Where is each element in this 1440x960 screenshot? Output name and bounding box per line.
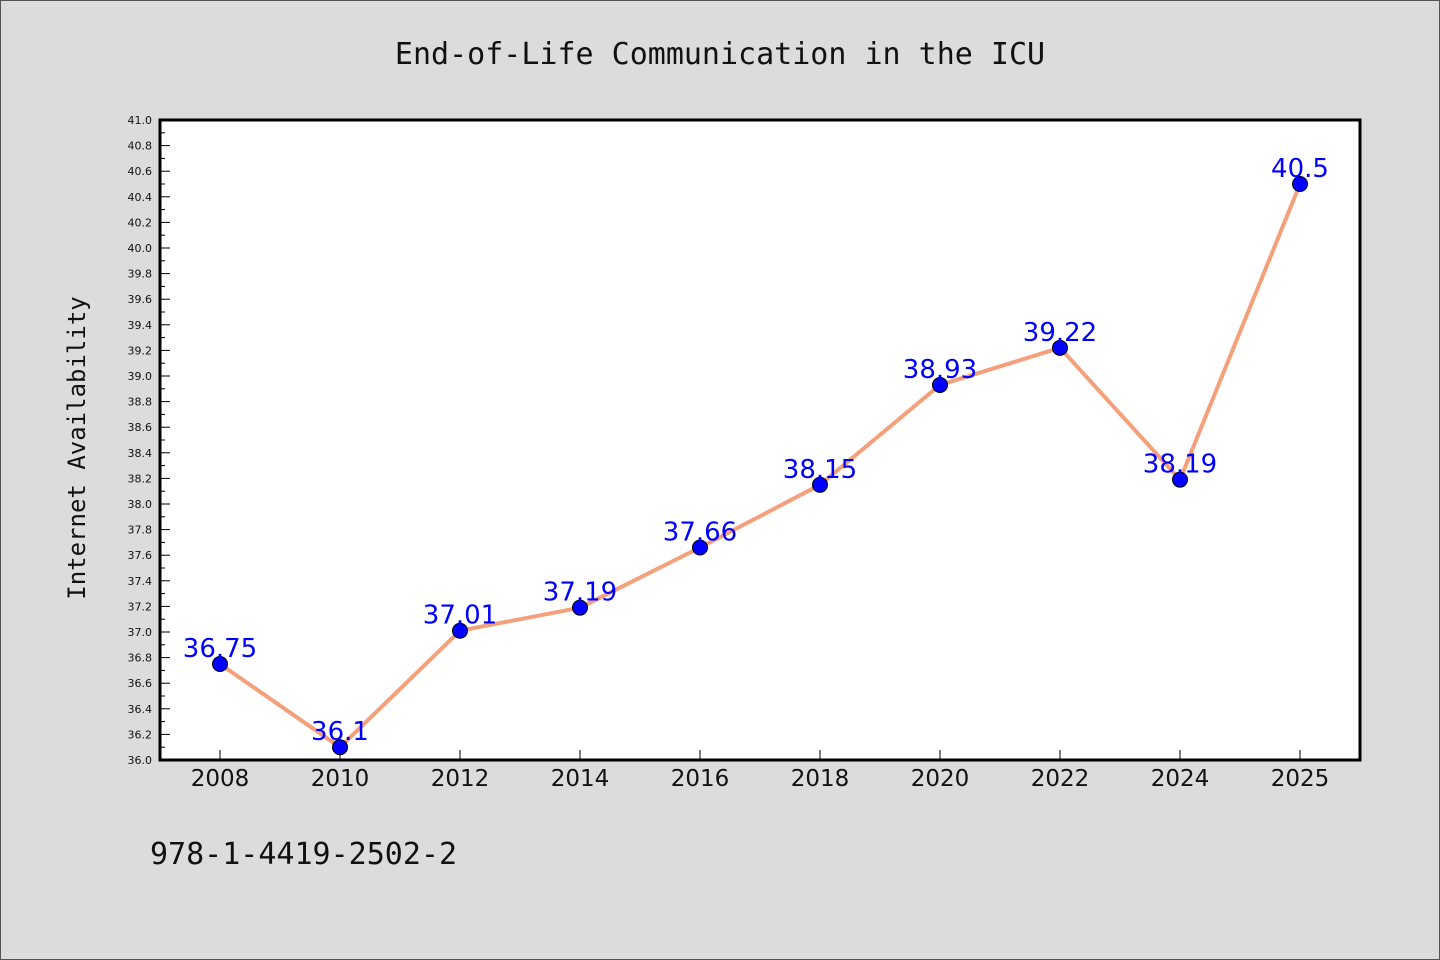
y-tick-label: 37.4 — [128, 575, 153, 588]
data-label: 38.93 — [903, 355, 977, 385]
y-tick-label: 40.6 — [128, 165, 153, 178]
data-point — [1052, 339, 1068, 356]
data-point — [452, 622, 468, 639]
x-tick-label: 2014 — [551, 766, 610, 792]
y-tick-label: 36.4 — [128, 703, 153, 716]
y-tick-label: 36.0 — [128, 754, 153, 767]
y-tick-label: 36.8 — [128, 652, 153, 665]
y-tick-label: 38.8 — [128, 396, 153, 409]
y-tick-label: 40.4 — [128, 191, 153, 204]
x-tick-label: 2008 — [191, 766, 250, 792]
data-label: 38.19 — [1143, 450, 1217, 480]
data-point — [572, 599, 588, 616]
data-point — [812, 476, 828, 493]
data-point — [332, 739, 348, 756]
chart-title: End-of-Life Communication in the ICU — [395, 37, 1045, 72]
data-label: 40.5 — [1271, 154, 1329, 184]
y-tick-label: 36.2 — [128, 728, 153, 741]
y-tick-label: 38.0 — [128, 498, 153, 511]
x-tick-label: 2022 — [1031, 766, 1090, 792]
y-tick-label: 39.4 — [128, 319, 153, 332]
series-layer — [212, 176, 1308, 756]
y-tick-label: 40.0 — [128, 242, 153, 255]
data-label: 38.15 — [783, 455, 857, 485]
y-tick-label: 40.8 — [128, 140, 153, 153]
plot-area — [158, 118, 1362, 762]
data-label: 37.66 — [663, 518, 737, 548]
data-point — [932, 376, 948, 393]
data-label: 36.1 — [311, 717, 369, 747]
data-point — [1172, 471, 1188, 488]
x-tick-label: 2010 — [311, 766, 370, 792]
data-labels: 36.75 36.1 37.01 37.19 37.66 38.15 38.93 39.22 3… — [183, 154, 1329, 747]
y-tick-label: 37.2 — [128, 600, 153, 613]
isbn-label: 978-1-4419-2502-2 — [150, 837, 457, 872]
y-tick-label: 40.2 — [128, 216, 153, 229]
x-tick-label: 2024 — [1151, 766, 1210, 792]
y-tick-label: 38.4 — [128, 447, 153, 460]
x-axis: 2008 2010 2012 2014 2016 2018 2020 2022 2024 2025 — [191, 750, 1330, 792]
y-tick-label: 41.0 — [128, 114, 153, 127]
y-tick-label: 39.6 — [128, 293, 153, 306]
y-tick-label: 39.8 — [128, 268, 153, 281]
y-tick-label: 38.2 — [128, 472, 153, 485]
y-tick-label: 38.6 — [128, 421, 153, 434]
data-label: 39.22 — [1023, 318, 1097, 348]
data-label: 37.19 — [543, 578, 617, 608]
y-axis: 36.0 36.2 36.4 36.6 36.8 37.0 37.2 37.4 37.6 37.8… — [128, 114, 170, 767]
y-axis-label: Internet Availability — [63, 296, 91, 599]
y-tick-label: 39.0 — [128, 370, 153, 383]
y-tick-label: 39.2 — [128, 344, 153, 357]
x-tick-label: 2020 — [911, 766, 970, 792]
data-label: 36.75 — [183, 634, 257, 664]
y-tick-label: 37.0 — [128, 626, 153, 639]
y-tick-label: 36.6 — [128, 677, 153, 690]
y-tick-label: 37.6 — [128, 549, 153, 562]
data-label: 37.01 — [423, 601, 497, 631]
x-tick-label: 2016 — [671, 766, 730, 792]
x-tick-label: 2012 — [431, 766, 490, 792]
data-point — [212, 656, 228, 672]
x-tick-label: 2025 — [1271, 766, 1330, 792]
data-point — [692, 539, 708, 556]
x-tick-label: 2018 — [791, 766, 850, 792]
data-point — [1292, 176, 1308, 192]
y-tick-label: 37.8 — [128, 524, 153, 537]
series-line — [218, 183, 1302, 750]
